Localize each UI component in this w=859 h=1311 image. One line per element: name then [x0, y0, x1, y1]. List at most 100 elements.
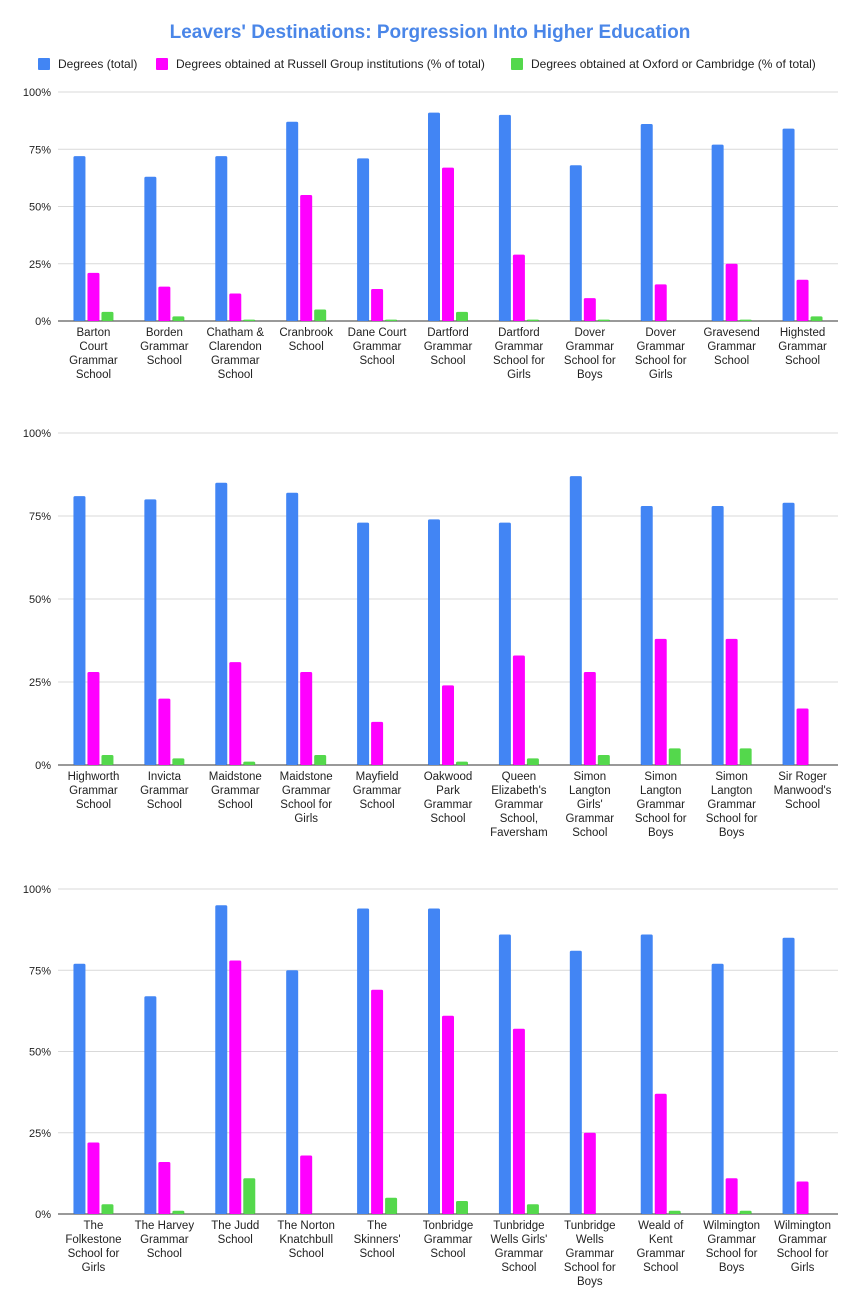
category-label-tunbridge-wells-girls-grammar-school: Tunbridge Wells Girls' Grammar School [490, 1220, 547, 1274]
category-label-line: Grammar [69, 785, 118, 797]
category-label-line: Boys [719, 827, 745, 839]
category-label-line: Grammar [495, 341, 544, 353]
category-label-line: The Judd [211, 1220, 259, 1232]
y-tick-label: 100% [23, 884, 51, 896]
category-label-line: School [76, 369, 111, 381]
bar-degrees-obtained-at-oxfo-simon-langton-grammar-school-for-boys [739, 748, 752, 765]
category-label-barton-court-grammar-school: Barton Court Grammar School [69, 327, 118, 381]
category-label-line: Grammar [140, 341, 189, 353]
bar-degrees-obtained-at-russ-wilmington-grammar-school-for-girls [796, 1181, 809, 1214]
bar-degrees-obtained-at-oxfo-oakwood-park-grammar-school [456, 761, 468, 765]
bar-degrees-obtained-at-russ-dane-court-grammar-school [371, 288, 384, 321]
category-label-line: Folkestone [65, 1234, 121, 1246]
category-label-line: Boys [648, 827, 674, 839]
category-label-line: Wilmington [703, 1220, 760, 1232]
bar-degrees-obtained-at-oxfo-the-skinners-school [385, 1197, 398, 1214]
bar-degrees-obtained-at-oxfo-dartford-grammar-school-for-girls [526, 319, 539, 321]
category-label-line: Grammar [140, 785, 189, 797]
bar-degrees-total-wilmington-grammar-school-for-girls [782, 937, 795, 1214]
bar-degrees-obtained-at-oxfo-gravesend-grammar-school [739, 319, 752, 321]
category-label-line: Grammar [140, 1234, 189, 1246]
category-label-the-judd-school: The Judd School [211, 1220, 259, 1246]
bar-degrees-obtained-at-oxfo-highsted-grammar-school [810, 316, 823, 321]
bar-degrees-total-the-judd-school [215, 905, 228, 1214]
y-tick-label: 25% [29, 1128, 51, 1140]
bar-degrees-total-simon-langton-grammar-school-for-boys [711, 506, 724, 765]
category-label-invicta-grammar-school: Invicta Grammar School [140, 771, 189, 811]
category-label-oakwood-park-grammar-school: Oakwood Park Grammar School [424, 771, 473, 825]
y-tick-label: 75% [29, 144, 51, 156]
category-label-line: Elizabeth's [491, 785, 547, 797]
bar-degrees-total-dane-court-grammar-school [357, 158, 370, 321]
category-label-line: Faversham [490, 827, 548, 839]
category-label-the-norton-knatchbull-school: The Norton Knatchbull School [277, 1220, 335, 1260]
category-label-line: Tunbridge [564, 1220, 615, 1232]
y-tick-label: 0% [35, 760, 51, 772]
y-tick-label: 50% [29, 1047, 51, 1059]
category-label-line: Girls [649, 369, 673, 381]
bar-degrees-obtained-at-russ-wilmington-grammar-school-for-boys [725, 1178, 738, 1214]
category-label-line: Girls [791, 1262, 815, 1274]
category-label-line: Cranbrook [279, 327, 333, 339]
category-label-line: Grammar [495, 1248, 544, 1260]
category-label-simon-langton-grammar-school-for-boys: Simon Langton Grammar School for Boys [635, 771, 687, 839]
category-label-line: Barton [77, 327, 111, 339]
chart-panel-2: 0%25%50%75%100%Highworth Grammar SchoolInv… [23, 428, 838, 839]
category-label-line: Highsted [780, 327, 825, 339]
category-label-line: Kent [649, 1234, 673, 1246]
category-label-line: Gravesend [704, 327, 760, 339]
category-label-line: Grammar [707, 799, 756, 811]
bar-degrees-total-highsted-grammar-school [782, 128, 795, 321]
bar-degrees-obtained-at-russ-the-judd-school [229, 960, 242, 1214]
bar-degrees-obtained-at-oxfo-simon-langton-girls-grammar-school [597, 755, 610, 765]
bar-degrees-total-mayfield-grammar-school [357, 522, 370, 765]
legend-label-oxbridge: Degrees obtained at Oxford or Cambridge … [531, 57, 816, 71]
category-label-line: Skinners' [354, 1234, 401, 1246]
category-label-line: Boys [719, 1262, 745, 1274]
y-tick-label: 0% [35, 316, 51, 328]
bar-degrees-total-the-harvey-grammar-school [144, 996, 157, 1214]
bar-degrees-total-dover-grammar-school-for-boys [569, 165, 582, 321]
category-label-line: Langton [711, 785, 753, 797]
bar-degrees-obtained-at-oxfo-dartford-grammar-school [456, 311, 468, 321]
category-label-line: Grammar [495, 799, 544, 811]
category-label-line: Chatham & [207, 327, 265, 339]
bar-degrees-obtained-at-oxfo-dover-grammar-school-for-boys [597, 319, 610, 321]
bar-degrees-obtained-at-russ-maidstone-grammar-school [229, 662, 242, 765]
category-label-line: School [501, 1262, 536, 1274]
chart-title: Leavers' Destinations: Porgression Into … [170, 22, 691, 43]
bar-degrees-obtained-at-russ-queen-elizabeth-s-grammar-school-faversham [512, 655, 525, 765]
category-label-line: Grammar [424, 799, 473, 811]
bar-degrees-total-the-norton-knatchbull-school [286, 970, 299, 1214]
bar-degrees-total-maidstone-grammar-school [215, 482, 228, 765]
bar-degrees-obtained-at-russ-gravesend-grammar-school [725, 263, 738, 321]
y-tick-label: 75% [29, 965, 51, 977]
bar-degrees-obtained-at-russ-tunbridge-wells-girls-grammar-school [512, 1028, 525, 1214]
bar-degrees-total-invicta-grammar-school [144, 499, 157, 765]
bar-degrees-total-chatham-clarendon-grammar-school [215, 156, 228, 321]
category-label-line: School [218, 799, 253, 811]
bar-degrees-obtained-at-oxfo-the-harvey-grammar-school [172, 1210, 185, 1214]
category-label-line: School [218, 369, 253, 381]
category-label-dane-court-grammar-school: Dane Court Grammar School [348, 327, 408, 367]
category-label-highsted-grammar-school: Highsted Grammar School [778, 327, 827, 367]
bar-degrees-obtained-at-oxfo-cranbrook-school [314, 309, 327, 321]
bar-degrees-obtained-at-russ-oakwood-park-grammar-school [442, 685, 454, 765]
category-label-line: Oakwood [424, 771, 473, 783]
category-label-line: Grammar [566, 341, 615, 353]
bar-degrees-total-barton-court-grammar-school [73, 156, 86, 321]
category-label-line: School for [564, 355, 616, 367]
bar-degrees-obtained-at-russ-chatham-clarendon-grammar-school [229, 293, 242, 321]
category-label-line: School [76, 799, 111, 811]
bar-degrees-total-tunbridge-wells-girls-grammar-school [498, 934, 511, 1214]
category-label-line: Dartford [427, 327, 469, 339]
category-label-line: The [84, 1220, 104, 1232]
category-label-line: Simon [574, 771, 607, 783]
category-label-line: School [430, 1248, 465, 1260]
category-label-line: Tunbridge [493, 1220, 544, 1232]
category-label-line: School for [493, 355, 545, 367]
category-label-line: Grammar [211, 355, 260, 367]
category-label-line: School [714, 355, 749, 367]
bar-degrees-total-simon-langton-girls-grammar-school [569, 476, 582, 765]
category-label-line: Grammar [211, 785, 260, 797]
